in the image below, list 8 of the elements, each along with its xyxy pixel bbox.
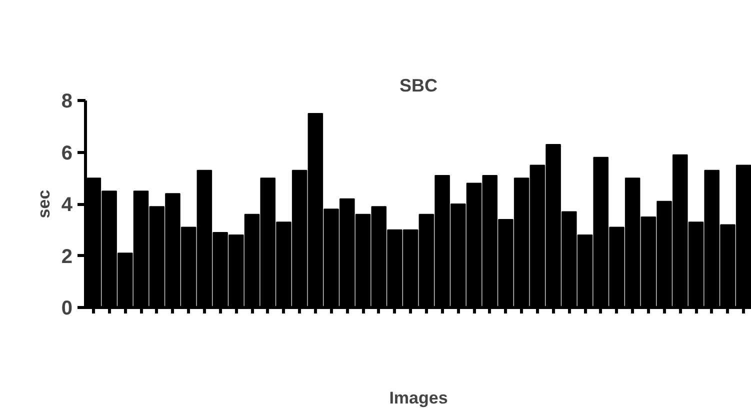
y-axis-title: sec: [34, 190, 54, 218]
y-tick-label: 4: [61, 194, 74, 216]
y-tick-label: 6: [61, 142, 72, 164]
y-tick-label: 0: [61, 298, 72, 320]
chart-title: SBC: [400, 76, 438, 96]
x-axis-title: Images: [389, 388, 448, 408]
y-tick-label: 8: [61, 90, 72, 112]
y-tick-label: 2: [61, 246, 72, 268]
